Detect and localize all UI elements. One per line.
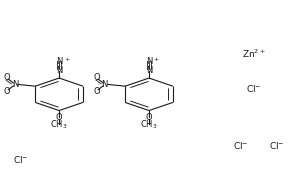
Text: N: N <box>146 57 152 66</box>
Text: O: O <box>93 73 100 82</box>
Text: O: O <box>56 113 62 122</box>
Text: O: O <box>3 73 10 82</box>
Text: Zn$^{2+}$: Zn$^{2+}$ <box>242 48 266 60</box>
Text: +: + <box>154 57 159 62</box>
Text: N: N <box>146 66 152 75</box>
Text: +: + <box>64 57 69 62</box>
Text: N: N <box>101 80 108 89</box>
Text: Cl$^{-}$: Cl$^{-}$ <box>13 154 29 165</box>
Text: N: N <box>56 66 62 75</box>
Text: Cl$^{-}$: Cl$^{-}$ <box>268 140 284 151</box>
Text: O: O <box>3 87 10 96</box>
Text: CH$_3$: CH$_3$ <box>140 118 158 131</box>
Text: O: O <box>93 87 100 96</box>
Text: N: N <box>56 57 62 66</box>
Text: Cl$^{-}$: Cl$^{-}$ <box>246 83 262 95</box>
Text: Cl$^{-}$: Cl$^{-}$ <box>233 140 248 151</box>
Text: CH$_3$: CH$_3$ <box>50 118 68 131</box>
Text: N: N <box>12 80 18 89</box>
Text: O: O <box>146 113 152 122</box>
